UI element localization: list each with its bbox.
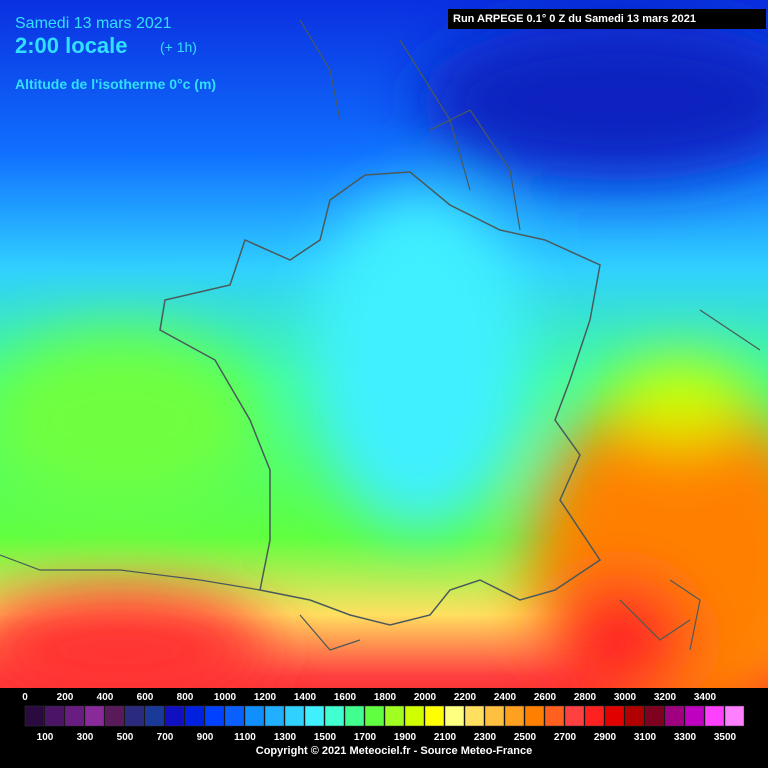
country-border	[159, 171, 602, 626]
legend-swatch	[104, 705, 125, 727]
legend-swatch	[544, 705, 565, 727]
legend-label: 800	[177, 692, 194, 703]
legend-label: 3100	[634, 732, 657, 743]
date: Samedi 13 mars 2021	[15, 15, 172, 32]
legend-swatch	[664, 705, 685, 727]
time: 2:00 locale	[15, 33, 128, 58]
legend-swatch	[504, 705, 525, 727]
legend-label: 3000	[614, 692, 637, 703]
legend-label: 2400	[494, 692, 517, 703]
offset: (+ 1h)	[160, 39, 197, 55]
legend-label: 2200	[454, 692, 477, 703]
field-title: Altitude de l'isotherme 0°c (m)	[15, 76, 216, 92]
legend-swatch	[64, 705, 85, 727]
legend-swatch	[564, 705, 585, 727]
legend-swatch	[164, 705, 185, 727]
legend-label: 1100	[234, 732, 256, 743]
legend-swatch	[284, 705, 305, 727]
legend-label: 2500	[514, 732, 537, 743]
legend-label: 3400	[694, 692, 717, 703]
legend-swatch	[524, 705, 545, 727]
legend-swatch	[424, 705, 445, 727]
legend-label: 100	[37, 732, 54, 743]
legend-swatch	[144, 705, 165, 727]
legend-swatch	[644, 705, 665, 727]
legend-swatch	[344, 705, 365, 727]
legend-swatch	[484, 705, 505, 727]
run-box	[448, 9, 766, 29]
legend-swatch	[124, 705, 145, 727]
legend-swatch	[704, 705, 725, 727]
legend-swatch	[444, 705, 465, 727]
run-info: Run ARPEGE 0.1° 0 Z du Samedi 13 mars 20…	[453, 13, 696, 25]
legend-swatch	[584, 705, 605, 727]
legend-swatch	[604, 705, 625, 727]
legend-swatch	[684, 705, 705, 727]
legend-label: 3200	[654, 692, 677, 703]
legend-swatch	[184, 705, 205, 727]
legend-swatch	[364, 705, 385, 727]
legend-swatch	[724, 705, 745, 727]
copyright: Copyright © 2021 Meteociel.fr - Source M…	[256, 745, 532, 757]
legend-swatch	[204, 705, 225, 727]
legend-swatch	[384, 705, 405, 727]
legend-label: 1800	[374, 692, 397, 703]
legend-label: 0	[22, 692, 28, 703]
legend-panel	[0, 688, 768, 768]
legend-label: 1900	[394, 732, 417, 743]
legend-label: 600	[137, 692, 154, 703]
legend-swatch	[324, 705, 345, 727]
legend-label: 2300	[474, 732, 497, 743]
legend-swatch	[464, 705, 485, 727]
legend-label: 700	[157, 732, 174, 743]
legend-swatch	[404, 705, 425, 727]
legend-label: 2700	[554, 732, 577, 743]
legend-label: 2000	[414, 692, 437, 703]
legend-swatch	[304, 705, 325, 727]
legend-swatch	[624, 705, 645, 727]
legend-label: 1200	[254, 692, 277, 703]
legend-label: 1400	[294, 692, 317, 703]
legend-label: 300	[77, 732, 94, 743]
legend-label: 3500	[714, 732, 737, 743]
legend-swatch	[44, 705, 65, 727]
legend-label: 1000	[214, 692, 237, 703]
legend-label: 200	[57, 692, 74, 703]
legend-label: 1300	[274, 732, 297, 743]
legend-swatch	[24, 705, 45, 727]
legend-label: 2100	[434, 732, 457, 743]
coastline	[0, 19, 761, 651]
legend-label: 2800	[574, 692, 597, 703]
legend-label: 1500	[314, 732, 337, 743]
legend-label: 500	[117, 732, 134, 743]
legend-label: 2900	[594, 732, 617, 743]
legend-swatch	[264, 705, 285, 727]
legend-label: 1700	[354, 732, 377, 743]
legend-label: 400	[97, 692, 114, 703]
legend-label: 1600	[334, 692, 357, 703]
legend-swatch	[84, 705, 105, 727]
legend-label: 900	[197, 732, 214, 743]
legend-swatch	[224, 705, 245, 727]
legend-label: 3300	[674, 732, 697, 743]
legend-label: 2600	[534, 692, 557, 703]
legend-swatch	[244, 705, 265, 727]
legend: 0 100 200 300 400 500 600 700 800 900 1000 1100 1200…	[22, 692, 745, 743]
